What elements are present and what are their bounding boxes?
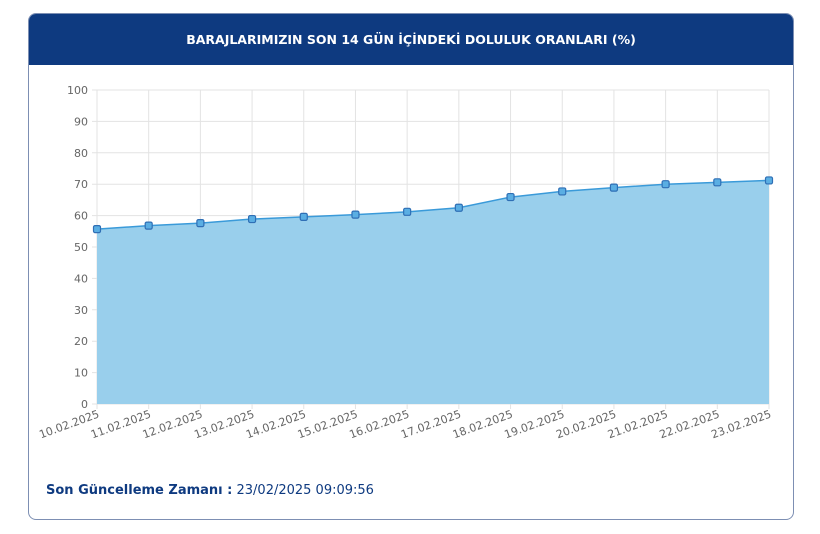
y-tick-label: 40 (74, 272, 88, 285)
area-fill (97, 180, 769, 404)
last-update: Son Güncelleme Zamanı : 23/02/2025 09:09… (46, 483, 374, 498)
x-tick-label: 23.02.2025 (709, 408, 773, 442)
data-point (144, 221, 153, 230)
data-point (351, 210, 360, 219)
y-tick-label: 10 (74, 367, 88, 380)
data-point (558, 187, 567, 196)
data-point (247, 214, 257, 224)
data-point (92, 225, 102, 234)
y-tick-label: 60 (74, 210, 88, 223)
y-tick-label: 20 (74, 335, 88, 348)
last-update-value: 23/02/2025 09:09:56 (236, 483, 374, 498)
y-tick-label: 90 (74, 115, 88, 128)
data-point (609, 183, 619, 192)
y-tick-label: 70 (74, 178, 88, 191)
y-tick-label: 100 (67, 84, 88, 97)
series-line (96, 179, 770, 230)
data-point (403, 207, 412, 216)
chart-title: BARAJLARIMIZIN SON 14 GÜN İÇİNDEKİ DOLUL… (29, 14, 793, 65)
y-tick-label: 50 (74, 241, 88, 254)
data-point (196, 219, 205, 228)
data-point (299, 212, 308, 221)
data-point (661, 180, 670, 189)
y-tick-label: 30 (74, 304, 88, 317)
data-point (713, 178, 722, 187)
data-point (454, 203, 463, 212)
y-tick-label: 80 (74, 147, 88, 160)
last-update-label: Son Güncelleme Zamanı : (46, 483, 233, 498)
data-point (764, 176, 774, 185)
data-point (506, 192, 515, 202)
y-tick-label: 0 (81, 398, 88, 411)
